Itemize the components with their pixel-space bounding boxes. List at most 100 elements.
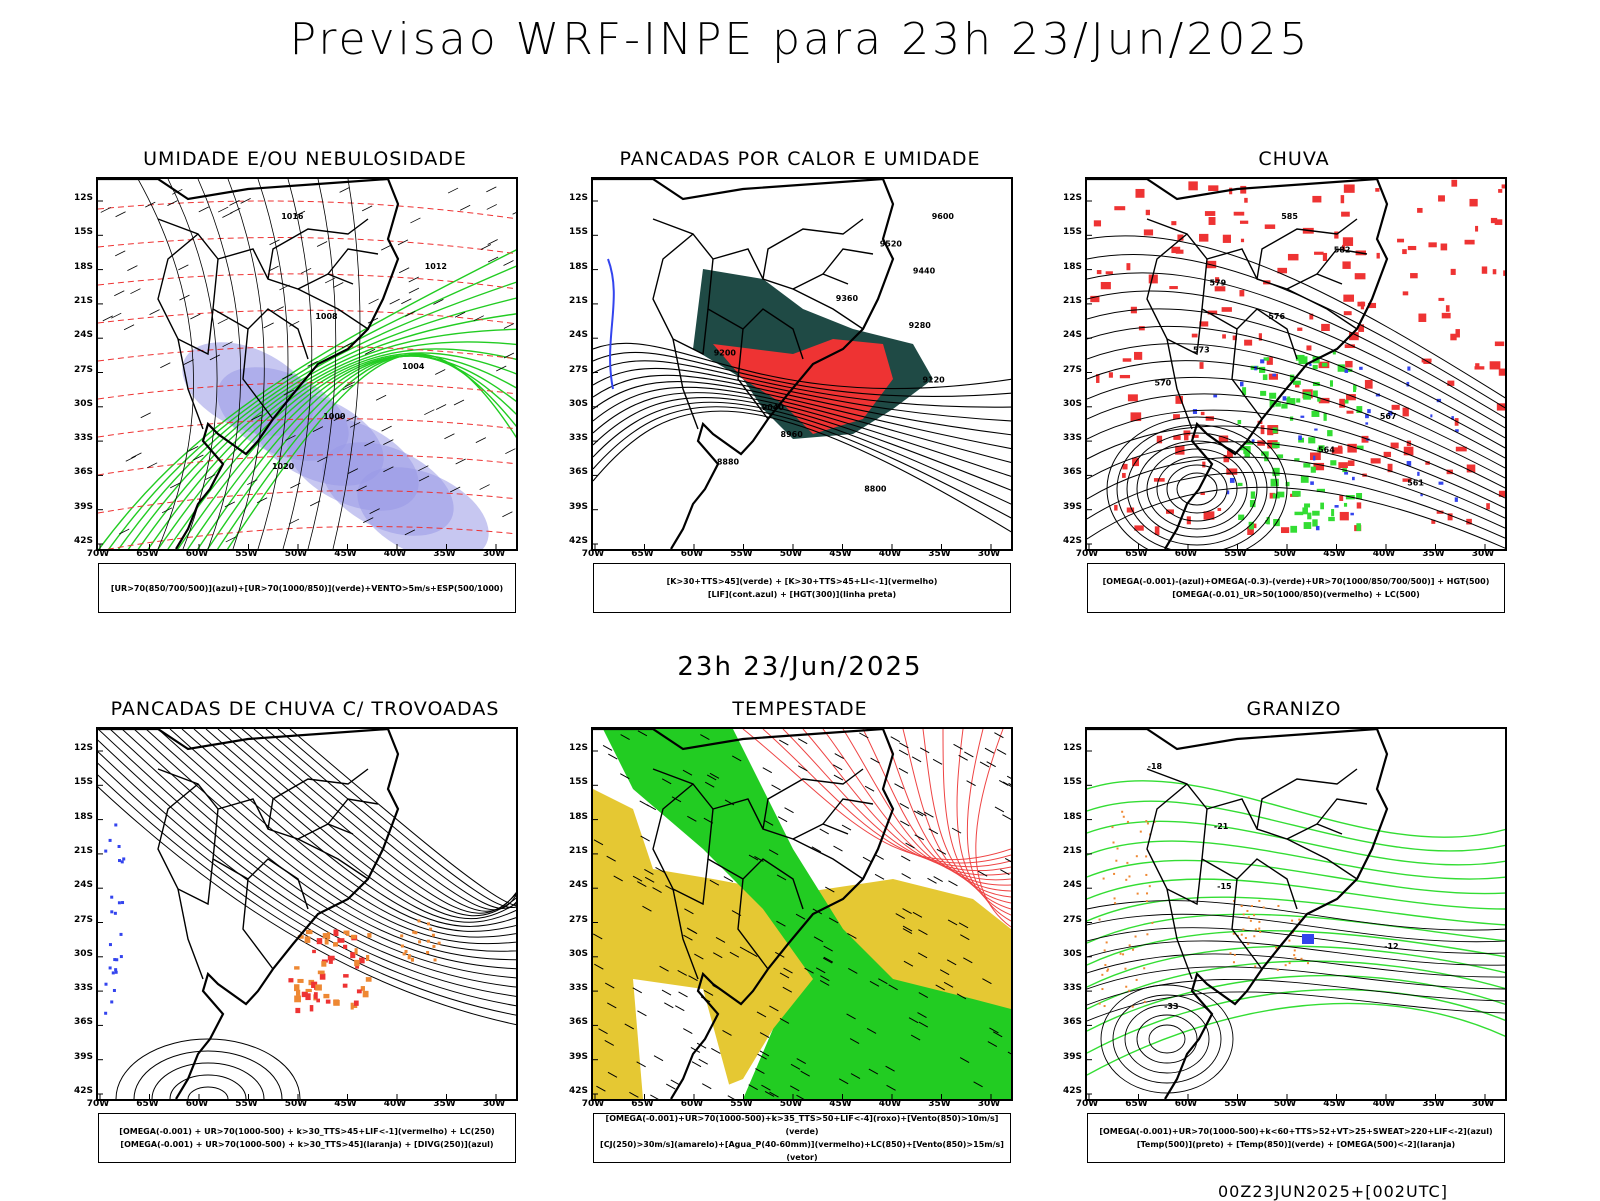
storm-cell <box>333 942 339 947</box>
wind-vector <box>917 1012 927 1019</box>
wind-arrow <box>190 313 201 320</box>
lc-red <box>956 729 1011 916</box>
rain-red <box>1489 361 1501 370</box>
rain-green <box>1237 482 1243 487</box>
omega-orange <box>1284 964 1287 967</box>
wind-vector <box>984 747 995 754</box>
height-contour <box>593 351 1011 397</box>
rain-red <box>1438 297 1445 301</box>
wind-vector <box>936 848 947 855</box>
wind-arrow <box>145 201 156 208</box>
rain-blue <box>1438 481 1444 485</box>
wind-vector <box>731 755 742 762</box>
streamline <box>289 729 516 907</box>
rain-red <box>1126 507 1135 513</box>
rain-red <box>1370 458 1381 464</box>
temp850-contour <box>1087 1002 1505 1076</box>
lat-label: 30S <box>1062 948 1082 959</box>
isobar <box>282 179 313 549</box>
wind-vector <box>982 978 992 985</box>
wind-vector <box>652 887 662 893</box>
state-border <box>327 248 379 275</box>
wind-arrow <box>487 239 498 245</box>
legend-chuva: [OMEGA(-0.001)-(azul)+OMEGA(-0.3)-(verde… <box>1087 563 1505 613</box>
wind-arrow <box>487 256 499 263</box>
contour-label: 8880 <box>717 457 740 466</box>
lon-label: 70W <box>86 1099 110 1109</box>
rain-red <box>1343 184 1355 193</box>
storm-cell <box>297 978 304 983</box>
coastline <box>98 179 400 549</box>
lat-label: 24S <box>568 880 588 891</box>
lat-label: 42S <box>73 1086 93 1096</box>
rain-red <box>1450 268 1456 275</box>
lat-label: 30S <box>73 398 93 409</box>
wind-vector <box>913 810 924 817</box>
rain-red <box>1503 270 1505 276</box>
rain-red <box>1232 335 1237 341</box>
rain-green <box>1277 454 1284 459</box>
wind-arrow <box>183 359 194 365</box>
lon-label: 35W <box>433 549 456 559</box>
map-canvas-chuva: 585 582 579 576 573 570 567 564 561 <box>1087 179 1505 549</box>
isobar <box>257 179 289 549</box>
omega-orange <box>1145 855 1148 858</box>
wind-vector <box>989 1027 999 1034</box>
omega-orange <box>1277 904 1280 907</box>
lat-label: 33S <box>73 983 93 994</box>
rain-red <box>1318 397 1330 404</box>
wind-vector <box>953 743 963 750</box>
rain-blue <box>1300 415 1305 418</box>
wind-vector <box>636 1061 646 1068</box>
wind-arrow <box>131 452 142 459</box>
lon-label: 30W <box>977 1099 1001 1109</box>
state-border <box>1146 218 1343 290</box>
storm-cell <box>362 990 369 998</box>
green-contour <box>157 341 516 549</box>
omega-orange <box>1122 815 1125 818</box>
wind-vector <box>696 1042 707 1049</box>
lon-label: 40W <box>1372 549 1396 559</box>
wind-vector <box>632 987 642 994</box>
legend-line: [OMEGA(-0.001)+UR>70(1000-500)+k<60+TTS>… <box>1099 1127 1493 1136</box>
rain-green <box>1239 446 1247 451</box>
state-border <box>1286 288 1358 330</box>
lon-label: 45W <box>829 1099 852 1109</box>
wind-arrow <box>410 217 421 224</box>
rain-green <box>1317 447 1324 453</box>
wind-arrow <box>247 479 258 486</box>
state-border <box>792 838 864 880</box>
state-border <box>737 328 769 420</box>
wind-vector <box>682 769 693 776</box>
rain-blue <box>1240 381 1244 387</box>
temp850-contour <box>1087 960 1505 1010</box>
wind-vector <box>637 881 647 888</box>
wind-arrow <box>380 244 392 251</box>
omega-orange <box>1148 885 1151 888</box>
lat-label: 36S <box>568 467 588 478</box>
lat-label: 12S <box>568 193 588 203</box>
rain-green <box>1259 366 1266 373</box>
isobar <box>137 179 194 549</box>
omega-orange <box>1104 963 1107 966</box>
wind-vector <box>939 969 950 976</box>
rain-green <box>1312 364 1318 370</box>
wind-arrow <box>435 404 447 410</box>
wind-vector <box>605 982 615 989</box>
omega-orange <box>1101 973 1104 976</box>
wind-arrow <box>217 318 229 325</box>
hgt-contour <box>1087 393 1505 489</box>
rain-green <box>1242 387 1247 395</box>
storm-cell <box>343 974 349 978</box>
wind-vector <box>979 761 990 768</box>
wind-arrow <box>317 456 328 463</box>
wind-vector <box>709 879 720 886</box>
rain-red <box>1218 435 1229 443</box>
wind-vector <box>959 1057 970 1063</box>
lon-label: 55W <box>1224 1099 1247 1109</box>
rain-red <box>1114 504 1118 511</box>
divg-blue <box>120 860 124 864</box>
rain-blue <box>1406 381 1410 387</box>
wind-arrow <box>333 415 345 421</box>
omega-orange <box>1232 961 1235 964</box>
